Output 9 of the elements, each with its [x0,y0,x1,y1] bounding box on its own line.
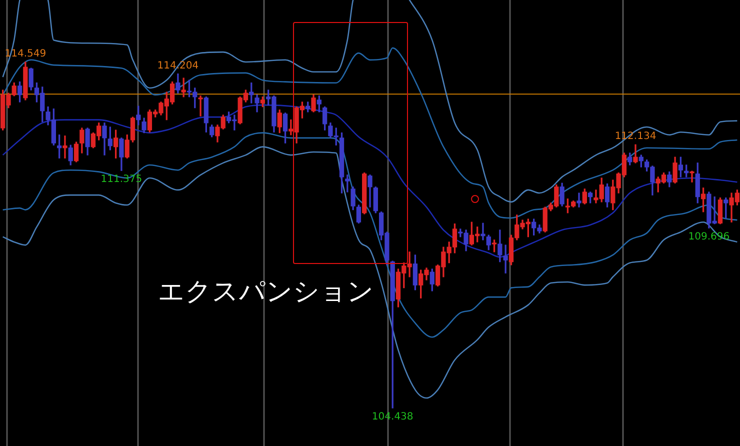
candlestick [62,136,68,158]
candlestick [576,192,582,208]
annotation: 111.375 [100,174,142,186]
annotation: エクスパンション [158,276,374,309]
candlestick [690,170,694,182]
candlestick [480,222,486,240]
annotation: 104.438 [372,412,414,423]
candlestick [503,244,508,274]
candlestick [198,96,203,116]
